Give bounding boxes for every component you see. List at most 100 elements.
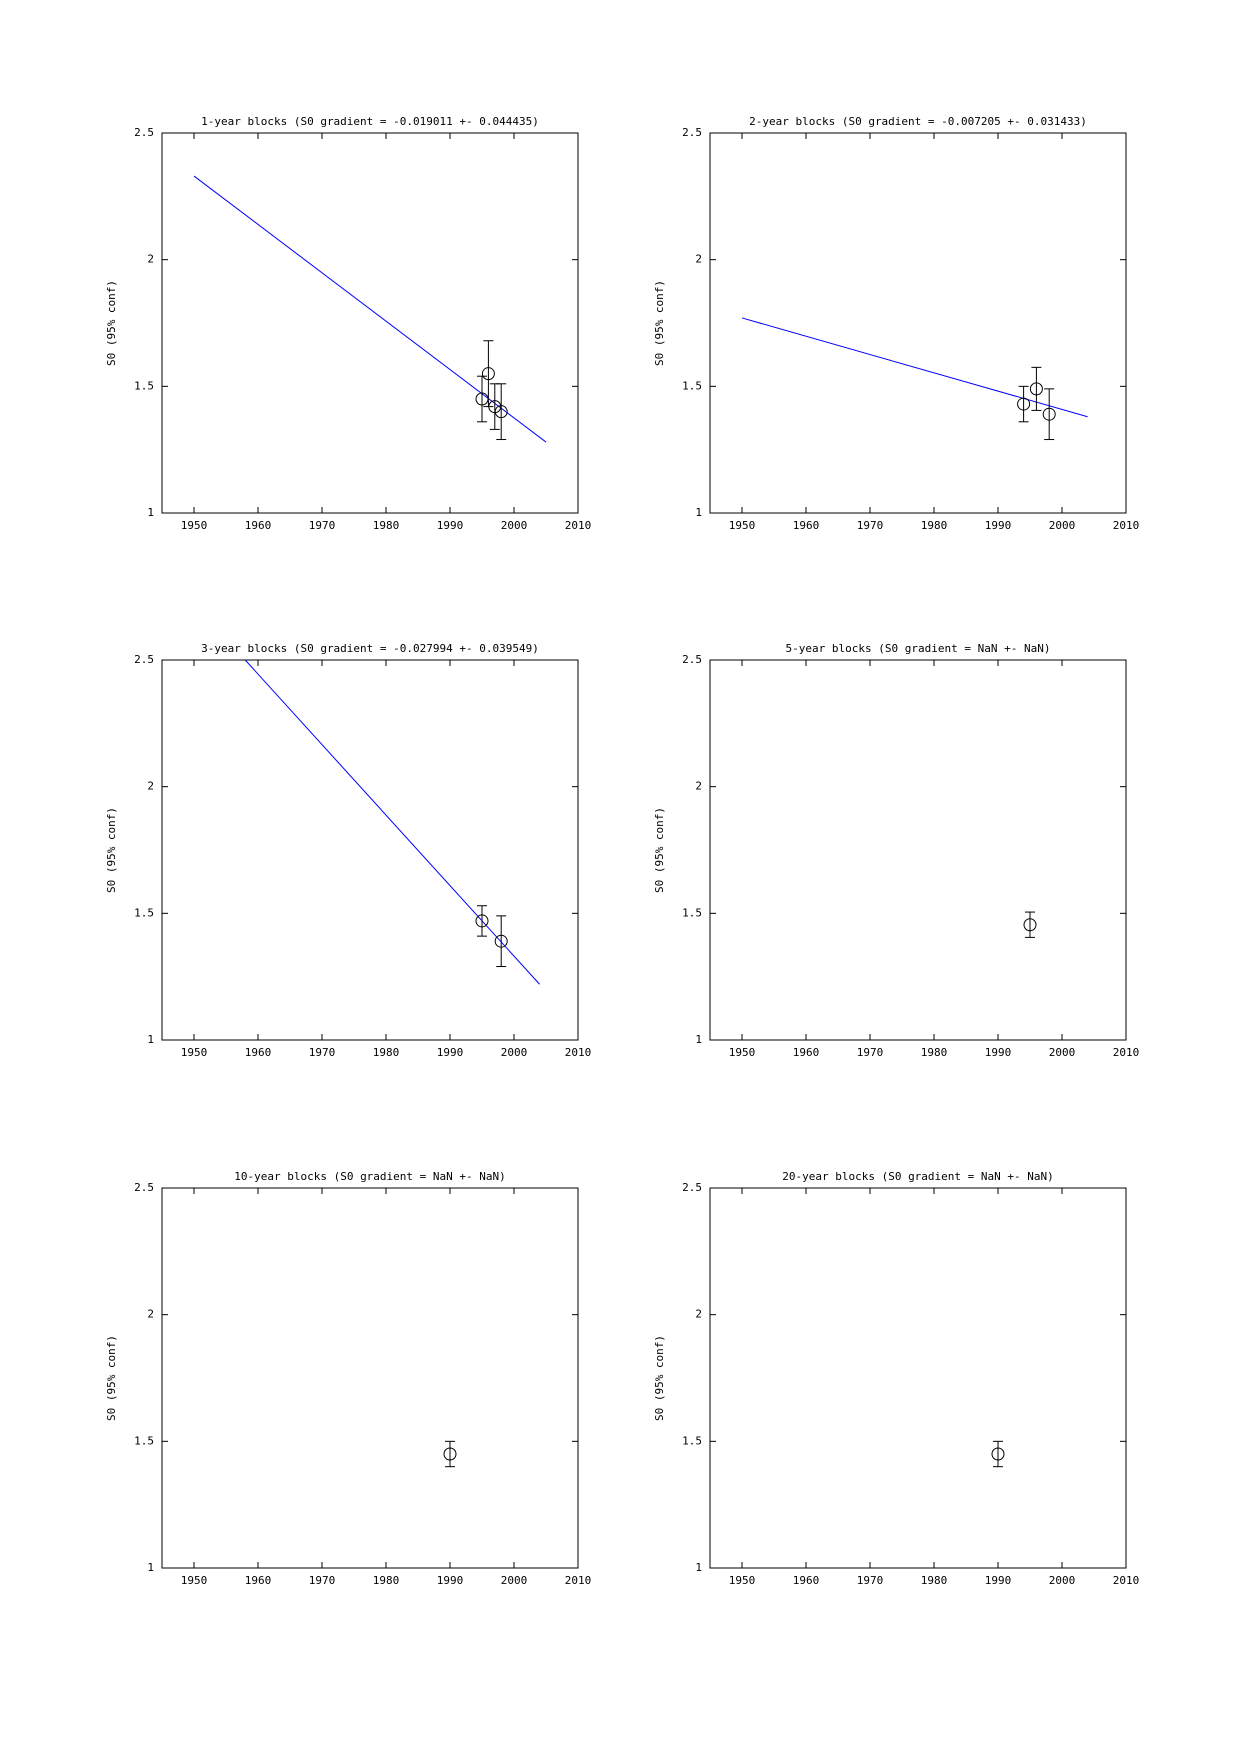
plot-frame <box>709 132 1127 514</box>
x-tick-label: 1980 <box>921 519 948 532</box>
x-tick-label: 1960 <box>793 1574 820 1587</box>
error-bar <box>477 375 487 423</box>
chart-title: 1-year blocks (S0 gradient = -0.019011 +… <box>201 115 539 128</box>
x-tick-label: 1970 <box>309 1046 336 1059</box>
x-tick-label: 2000 <box>1049 519 1076 532</box>
plot-frame <box>709 659 1127 1041</box>
y-tick-label: 2 <box>695 253 702 266</box>
y-tick-label: 1.5 <box>682 379 702 392</box>
plot-frame <box>161 132 579 514</box>
x-tick-label: 1960 <box>245 519 272 532</box>
subplot: 1-year blocks (S0 gradient = -0.019011 +… <box>105 115 591 532</box>
error-bar <box>1044 388 1055 441</box>
point <box>494 405 508 419</box>
x-tick-label: 2000 <box>1049 1574 1076 1587</box>
error-bar <box>496 383 507 441</box>
x-tick-label: 1960 <box>793 1046 820 1059</box>
y-tick-label: 2.5 <box>134 653 154 666</box>
plot-area <box>193 175 547 443</box>
x-tick-label: 2000 <box>501 519 528 532</box>
error-bar <box>483 340 494 408</box>
y-axis-label: S0 (95% conf) <box>653 807 666 893</box>
x-tick-label: 1970 <box>857 1046 884 1059</box>
plot-frame <box>161 659 579 1041</box>
x-tick-label: 1950 <box>729 519 756 532</box>
y-tick-label: 2 <box>147 253 154 266</box>
error-bar <box>1031 366 1042 411</box>
error-bar <box>1018 385 1029 423</box>
x-tick-label: 1960 <box>793 519 820 532</box>
chart-title: 20-year blocks (S0 gradient = NaN +- NaN… <box>782 1170 1054 1183</box>
plot-frame <box>161 1187 579 1569</box>
point <box>475 914 489 928</box>
y-axis-label: S0 (95% conf) <box>653 1335 666 1421</box>
x-tick-label: 1960 <box>245 1046 272 1059</box>
y-axis-label: S0 (95% conf) <box>653 280 666 366</box>
fit-line <box>244 660 540 985</box>
x-tick-label: 1970 <box>857 519 884 532</box>
x-tick-label: 1950 <box>729 1574 756 1587</box>
plot-area <box>741 317 1088 441</box>
y-tick-label: 1 <box>695 1033 702 1046</box>
y-tick-label: 1.5 <box>682 1434 702 1447</box>
chart-title: 2-year blocks (S0 gradient = -0.007205 +… <box>749 115 1087 128</box>
y-tick-label: 2.5 <box>682 1181 702 1194</box>
y-tick-label: 1 <box>695 506 702 519</box>
x-tick-label: 1990 <box>985 1046 1012 1059</box>
x-tick-label: 1990 <box>437 1046 464 1059</box>
x-tick-label: 2010 <box>565 519 592 532</box>
plot-area <box>244 660 540 985</box>
y-axis-label: S0 (95% conf) <box>105 1335 118 1421</box>
x-tick-label: 2010 <box>1113 1574 1140 1587</box>
error-bar <box>477 905 487 937</box>
y-tick-label: 2.5 <box>682 653 702 666</box>
chart-title: 10-year blocks (S0 gradient = NaN +- NaN… <box>234 1170 506 1183</box>
x-tick-label: 2000 <box>501 1574 528 1587</box>
point <box>1017 397 1031 411</box>
y-tick-label: 2 <box>147 1308 154 1321</box>
x-tick-label: 2010 <box>565 1574 592 1587</box>
point <box>1029 382 1043 396</box>
x-tick-label: 2010 <box>1113 519 1140 532</box>
x-tick-label: 1970 <box>309 1574 336 1587</box>
y-tick-label: 1.5 <box>682 906 702 919</box>
x-tick-label: 1980 <box>373 519 400 532</box>
y-tick-label: 1 <box>147 1561 154 1574</box>
x-tick-label: 2000 <box>1049 1046 1076 1059</box>
x-tick-label: 1990 <box>985 1574 1012 1587</box>
plot-area <box>1023 911 1037 938</box>
y-tick-label: 1 <box>695 1561 702 1574</box>
fit-line <box>741 317 1088 418</box>
x-tick-label: 1950 <box>729 1046 756 1059</box>
point <box>494 934 508 948</box>
error-bar <box>445 1440 455 1468</box>
x-tick-label: 1970 <box>309 519 336 532</box>
error-bar <box>496 915 507 968</box>
y-tick-label: 2 <box>695 1308 702 1321</box>
y-axis-label: S0 (95% conf) <box>105 280 118 366</box>
x-tick-label: 2010 <box>1113 1046 1140 1059</box>
subplot: 10-year blocks (S0 gradient = NaN +- NaN… <box>105 1170 591 1587</box>
x-tick-label: 1990 <box>437 1574 464 1587</box>
x-tick-label: 1980 <box>921 1046 948 1059</box>
point <box>481 367 495 381</box>
subplot: 20-year blocks (S0 gradient = NaN +- NaN… <box>653 1170 1139 1587</box>
chart-title: 3-year blocks (S0 gradient = -0.027994 +… <box>201 642 539 655</box>
fit-line <box>193 175 547 443</box>
subplot: 2-year blocks (S0 gradient = -0.007205 +… <box>653 115 1139 532</box>
y-tick-label: 2 <box>147 780 154 793</box>
y-tick-label: 2.5 <box>134 126 154 139</box>
y-tick-label: 1 <box>147 1033 154 1046</box>
x-tick-label: 2000 <box>501 1046 528 1059</box>
y-tick-label: 1.5 <box>134 1434 154 1447</box>
plot-area <box>443 1440 457 1468</box>
plot-frame <box>709 1187 1127 1569</box>
x-tick-label: 1980 <box>373 1574 400 1587</box>
x-tick-label: 1990 <box>985 519 1012 532</box>
y-tick-label: 1.5 <box>134 379 154 392</box>
y-tick-label: 1.5 <box>134 906 154 919</box>
plot-area <box>991 1440 1005 1468</box>
y-tick-label: 1 <box>147 506 154 519</box>
y-tick-label: 2 <box>695 780 702 793</box>
